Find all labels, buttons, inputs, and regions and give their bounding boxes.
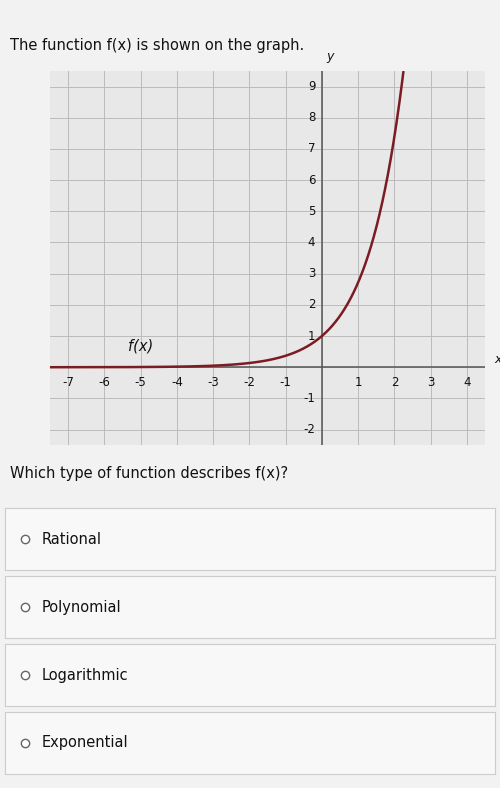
Text: -4: -4 (171, 376, 183, 389)
Text: Which type of function describes f(x)?: Which type of function describes f(x)? (10, 466, 288, 481)
Text: The function f(x) is shown on the graph.: The function f(x) is shown on the graph. (10, 38, 304, 53)
Text: x: x (494, 353, 500, 366)
Text: 2: 2 (390, 376, 398, 389)
Text: -1: -1 (280, 376, 291, 389)
Text: 1: 1 (354, 376, 362, 389)
Text: 1: 1 (308, 329, 316, 343)
Text: -6: -6 (98, 376, 110, 389)
Text: Exponential: Exponential (42, 735, 128, 750)
Text: -2: -2 (244, 376, 256, 389)
Text: 5: 5 (308, 205, 316, 217)
Text: 2: 2 (308, 299, 316, 311)
Text: y: y (326, 50, 334, 63)
Text: 7: 7 (308, 143, 316, 155)
Text: 3: 3 (427, 376, 434, 389)
Text: Logarithmic: Logarithmic (42, 667, 128, 682)
Text: 4: 4 (463, 376, 470, 389)
Text: 3: 3 (308, 267, 316, 281)
Text: 9: 9 (308, 80, 316, 93)
Text: Polynomial: Polynomial (42, 600, 121, 615)
Text: -3: -3 (208, 376, 219, 389)
Text: -7: -7 (62, 376, 74, 389)
Text: 8: 8 (308, 111, 316, 125)
Text: -1: -1 (304, 392, 316, 405)
Text: f(x): f(x) (128, 338, 153, 353)
Text: -5: -5 (135, 376, 146, 389)
Text: Rational: Rational (42, 532, 102, 547)
Text: 4: 4 (308, 236, 316, 249)
Text: -2: -2 (304, 423, 316, 436)
Text: 6: 6 (308, 173, 316, 187)
